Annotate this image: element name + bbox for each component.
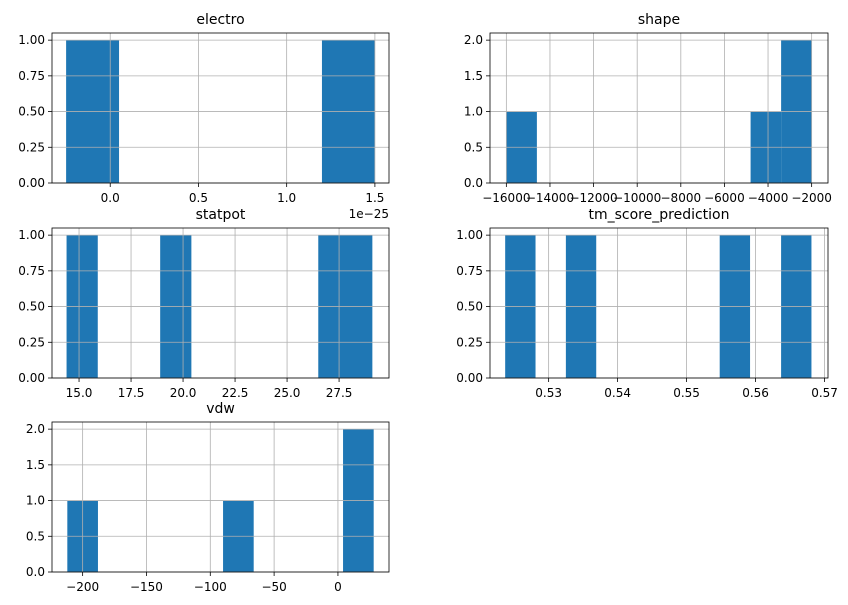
axes-frame <box>489 32 829 184</box>
y-tick-label: 0.50 <box>456 300 483 314</box>
x-tick-label: 0.54 <box>604 386 631 400</box>
y-tick-label: 0.75 <box>18 264 45 278</box>
x-tick-label: −200 <box>66 580 99 594</box>
x-tick-label: 0 <box>334 580 342 594</box>
y-tick-label: 0.00 <box>18 371 45 385</box>
y-tick-label: 0.00 <box>18 176 45 190</box>
x-tick-label: 20.0 <box>170 386 197 400</box>
x-tick-label: 0.53 <box>535 386 562 400</box>
panel-electro: 0.0 0.5 1.0 1.5 0.00 0.25 0.50 0.75 1.00 electro 1… <box>18 12 390 221</box>
panel-vdw: −200 −150 −100 −50 0 0.0 0.5 1.0 1.5 2.0 vdw <box>26 401 390 594</box>
panel-statpot: 15.0 17.5 20.0 22.5 25.0 27.5 0.00 0.25 0.50 0.75… <box>18 207 390 400</box>
x-tick-label: −10000 <box>613 191 661 205</box>
x-tick-label: 0.5 <box>189 191 208 205</box>
x-tick-label: 15.0 <box>66 386 93 400</box>
y-tick-label: 0.25 <box>18 335 45 349</box>
panel-title: tm_score_prediction <box>589 207 730 223</box>
y-tick-label: 1.0 <box>464 105 483 119</box>
x-tick-label: 1.0 <box>277 191 296 205</box>
panel-title: shape <box>638 12 680 28</box>
x-tick-label: −16000 <box>482 191 530 205</box>
axes-frame <box>51 421 390 573</box>
x-tick-label: 0.0 <box>101 191 120 205</box>
x-tick-label: 22.5 <box>222 386 249 400</box>
y-tick-label: 1.5 <box>464 69 483 83</box>
panel-tm-score-prediction: 0.53 0.54 0.55 0.56 0.57 0.00 0.25 0.50 0.75 1.00… <box>456 207 838 400</box>
y-tick-label: 0.75 <box>18 69 45 83</box>
x-tick-label: −2000 <box>791 191 832 205</box>
y-tick-label: 0.0 <box>464 176 483 190</box>
y-tick-label: 0.25 <box>456 335 483 349</box>
x-tick-label: 0.56 <box>742 386 769 400</box>
y-tick-label: 2.0 <box>464 33 483 47</box>
x-tick-label: 27.5 <box>326 386 353 400</box>
axes-frame <box>51 32 390 184</box>
y-tick-label: 0.75 <box>456 264 483 278</box>
x-tick-label: −12000 <box>569 191 617 205</box>
panel-title: electro <box>196 12 244 28</box>
x-tick-label: 0.57 <box>811 386 838 400</box>
panel-title: vdw <box>206 401 235 417</box>
x-tick-label: −6000 <box>704 191 745 205</box>
axis-offset-label: 1e−25 <box>349 207 389 221</box>
x-tick-label: −50 <box>261 580 286 594</box>
x-tick-label: −4000 <box>748 191 789 205</box>
axes-frame <box>489 227 829 379</box>
y-tick-label: 1.00 <box>18 228 45 242</box>
panel-title: statpot <box>196 207 246 223</box>
y-tick-label: 1.00 <box>456 228 483 242</box>
y-tick-label: 2.0 <box>26 422 45 436</box>
x-tick-label: 17.5 <box>118 386 145 400</box>
y-tick-label: 0.5 <box>26 529 45 543</box>
x-tick-label: 1.5 <box>365 191 384 205</box>
y-tick-label: 0.00 <box>456 371 483 385</box>
y-tick-label: 0.50 <box>18 105 45 119</box>
x-tick-label: 0.55 <box>673 386 700 400</box>
y-tick-label: 0.5 <box>464 140 483 154</box>
y-tick-label: 1.00 <box>18 33 45 47</box>
x-tick-label: −100 <box>194 580 227 594</box>
y-tick-label: 0.50 <box>18 300 45 314</box>
x-tick-label: −150 <box>130 580 163 594</box>
y-tick-label: 0.0 <box>26 565 45 579</box>
y-tick-label: 1.0 <box>26 494 45 508</box>
panel-shape: −16000−14000−12000−10000 −8000 −6000 −4000−… <box>464 12 832 205</box>
axes-frame <box>51 227 390 379</box>
x-tick-label: −8000 <box>661 191 702 205</box>
x-tick-label: −14000 <box>526 191 574 205</box>
y-tick-label: 1.5 <box>26 458 45 472</box>
y-tick-label: 0.25 <box>18 140 45 154</box>
x-tick-label: 25.0 <box>274 386 301 400</box>
